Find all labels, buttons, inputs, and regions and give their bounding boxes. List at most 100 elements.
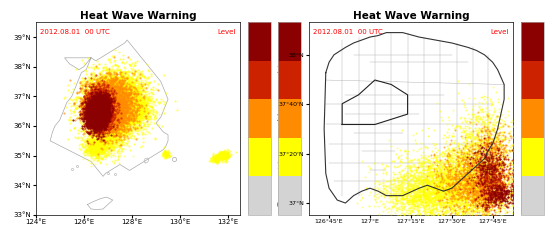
- Point: [88, 104, 97, 108]
- Point: [132, 92, 141, 96]
- Point: [79, 99, 88, 103]
- Point: [474, 189, 483, 193]
- Point: [107, 100, 116, 104]
- Point: [92, 83, 100, 87]
- Point: [104, 96, 113, 100]
- Point: [93, 118, 102, 122]
- Point: [94, 101, 103, 105]
- Point: [82, 111, 91, 115]
- Point: [130, 116, 138, 120]
- Point: [116, 110, 125, 114]
- Point: [425, 170, 434, 174]
- Point: [101, 104, 110, 108]
- Point: [459, 160, 468, 164]
- Point: [82, 143, 91, 147]
- Point: [503, 175, 512, 179]
- Point: [455, 208, 464, 212]
- Point: [446, 155, 455, 159]
- Point: [99, 103, 108, 107]
- Point: [93, 106, 102, 110]
- Point: [438, 198, 446, 202]
- Point: [90, 94, 99, 98]
- Point: [95, 123, 104, 127]
- Point: [107, 151, 116, 155]
- Point: [482, 184, 491, 188]
- Point: [458, 165, 467, 168]
- Point: [89, 112, 98, 116]
- Point: [94, 132, 103, 136]
- Point: [423, 181, 432, 185]
- Point: [490, 178, 499, 182]
- Point: [104, 106, 113, 110]
- Point: [107, 93, 116, 97]
- Point: [440, 186, 449, 190]
- Point: [433, 186, 441, 190]
- Point: [91, 104, 99, 108]
- Point: [89, 150, 98, 154]
- Point: [92, 104, 101, 108]
- Point: [488, 173, 496, 177]
- Point: [494, 160, 503, 164]
- Point: [460, 162, 468, 166]
- Point: [90, 121, 99, 125]
- Point: [97, 100, 106, 104]
- Point: [98, 110, 107, 114]
- Point: [105, 87, 114, 91]
- Point: [130, 105, 138, 109]
- Point: [117, 98, 126, 102]
- Point: [93, 143, 102, 146]
- Point: [103, 83, 111, 87]
- Point: [415, 197, 424, 201]
- Point: [508, 177, 517, 181]
- Point: [80, 112, 89, 116]
- Point: [118, 107, 127, 111]
- Point: [100, 115, 109, 119]
- Point: [436, 188, 445, 192]
- Point: [97, 97, 106, 101]
- Point: [87, 109, 96, 113]
- Point: [462, 200, 470, 204]
- Point: [137, 100, 146, 104]
- Point: [93, 83, 102, 87]
- Point: [100, 87, 109, 91]
- Point: [127, 99, 136, 103]
- Point: [110, 99, 119, 103]
- Point: [86, 122, 95, 126]
- Point: [92, 87, 100, 91]
- Point: [484, 120, 492, 124]
- Point: [461, 181, 470, 185]
- Point: [107, 86, 115, 90]
- Point: [420, 192, 429, 196]
- Point: [106, 84, 115, 88]
- Point: [94, 106, 103, 110]
- Point: [79, 145, 87, 149]
- Point: [518, 164, 527, 168]
- Point: [114, 117, 122, 121]
- Point: [86, 106, 95, 110]
- Point: [100, 95, 109, 99]
- Point: [98, 148, 107, 152]
- Point: [469, 163, 478, 167]
- Point: [498, 206, 507, 210]
- Point: [482, 196, 491, 200]
- Point: [411, 191, 419, 195]
- Point: [86, 114, 95, 118]
- Point: [85, 114, 94, 118]
- Point: [430, 162, 439, 166]
- Point: [88, 104, 97, 108]
- Point: [393, 187, 401, 191]
- Point: [118, 100, 127, 104]
- Point: [97, 145, 106, 149]
- Point: [102, 110, 111, 114]
- Point: [497, 183, 506, 187]
- Point: [93, 111, 102, 115]
- Point: [91, 117, 99, 121]
- Point: [491, 186, 500, 190]
- Point: [111, 77, 120, 81]
- Point: [103, 108, 112, 112]
- Point: [423, 166, 432, 170]
- Point: [456, 153, 465, 157]
- Point: [105, 130, 114, 134]
- Point: [98, 108, 107, 112]
- Point: [117, 116, 126, 120]
